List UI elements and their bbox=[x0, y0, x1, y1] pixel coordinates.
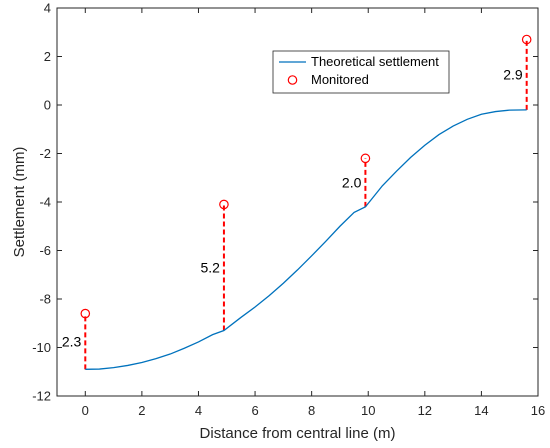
y-tick-label: 2 bbox=[44, 49, 51, 64]
legend-label-monitored: Monitored bbox=[311, 72, 369, 87]
y-tick-label: 4 bbox=[44, 1, 51, 16]
y-tick-label: -10 bbox=[32, 340, 51, 355]
x-tick-label: 10 bbox=[361, 403, 375, 418]
x-tick-label: 16 bbox=[531, 403, 545, 418]
legend-label-theoretical: Theoretical settlement bbox=[311, 54, 439, 69]
x-tick-label: 4 bbox=[195, 403, 202, 418]
x-tick-label: 12 bbox=[418, 403, 432, 418]
legend-box bbox=[272, 50, 450, 94]
y-tick-label: -2 bbox=[39, 146, 51, 161]
x-axis-title: Distance from central line (m) bbox=[200, 425, 396, 442]
tick-layer: 0 2 4 6 8 10 12 14 16 -12 -10 -8 -6 -4 -2 0 2 4 bbox=[32, 1, 545, 419]
y-tick-label: -8 bbox=[39, 292, 51, 307]
difference-label: 2.3 bbox=[62, 333, 82, 349]
monitored-point bbox=[521, 34, 532, 45]
monitored-point bbox=[360, 153, 371, 164]
difference-label: 2.9 bbox=[503, 67, 523, 83]
x-tick-label: 2 bbox=[138, 403, 145, 418]
x-tick-label: 14 bbox=[474, 403, 488, 418]
plot-frame bbox=[56, 7, 539, 397]
y-tick-label: -4 bbox=[39, 195, 51, 210]
y-tick-label: 0 bbox=[44, 98, 51, 113]
x-tick-label: 6 bbox=[251, 403, 258, 418]
y-axis-title: Settlement (mm) bbox=[11, 147, 28, 258]
monitored-point bbox=[219, 199, 229, 210]
legend: Theoretical settlement Monitored bbox=[272, 50, 450, 94]
monitored-point bbox=[80, 308, 91, 319]
y-tick-label: -12 bbox=[32, 389, 51, 404]
legend-marker-swatch bbox=[287, 75, 298, 85]
x-tick-label: 8 bbox=[308, 403, 315, 418]
series-layer: 2.3 5.2 2.0 2.9 bbox=[62, 34, 532, 370]
difference-label: 5.2 bbox=[200, 259, 220, 275]
y-tick-label: -6 bbox=[39, 243, 51, 258]
theoretical-settlement-line bbox=[85, 109, 527, 370]
x-tick-label: 0 bbox=[82, 403, 89, 418]
difference-label: 2.0 bbox=[342, 175, 362, 191]
